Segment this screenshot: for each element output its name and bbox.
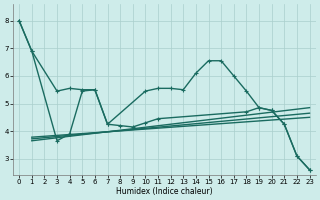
X-axis label: Humidex (Indice chaleur): Humidex (Indice chaleur) <box>116 187 213 196</box>
